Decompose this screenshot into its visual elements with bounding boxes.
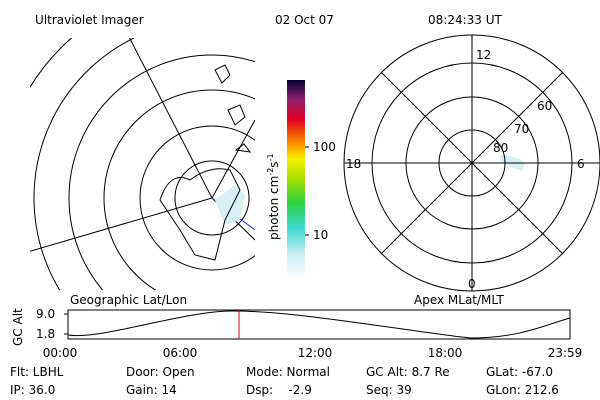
magnetic-polar-plot: [343, 34, 600, 292]
time-axis: 00:00 06:00 12:00 18:00 23:59: [43, 346, 583, 360]
colorbar: [287, 80, 305, 278]
title: Ultraviolet Imager: [35, 13, 144, 27]
date: 02 Oct 07: [275, 13, 334, 27]
mlt-label: 6: [577, 157, 585, 171]
status-field: GLat: -67.0: [486, 365, 553, 379]
status-field: Dsp: -2.9: [246, 383, 312, 397]
status-field: Gain: 14: [126, 383, 177, 397]
lat-label: 80: [493, 141, 508, 155]
altitude-tick: 1.8: [36, 327, 55, 341]
footer: Flt: LBHL Door: Open Mode: Normal GC Alt: 8…: [10, 365, 559, 397]
status-field: GLon: 212.6: [486, 383, 559, 397]
time-tick: 12:00: [298, 346, 333, 360]
time: 08:24:33 UT: [428, 13, 502, 27]
status-field: Seq: 39: [366, 383, 412, 397]
lat-label: 60: [537, 99, 552, 113]
mlt-label: 12: [476, 48, 491, 62]
status-field: Door: Open: [126, 365, 195, 379]
time-tick: 23:59: [548, 346, 583, 360]
mlt-label: 0: [468, 277, 476, 291]
colorbar-tick: 100: [313, 140, 336, 154]
status-field: IP: 36.0: [10, 383, 55, 397]
time-tick: 00:00: [43, 346, 78, 360]
altitude-plot: [64, 309, 571, 340]
colorbar-label: photon cm-2s-1: [266, 153, 281, 240]
lat-label: 70: [514, 122, 529, 136]
time-tick: 06:00: [163, 346, 198, 360]
status-field: GC Alt: 8.7 Re: [366, 365, 450, 379]
altitude-tick: 9.0: [36, 307, 55, 321]
colorbar-tick: 10: [313, 228, 328, 242]
status-field: Mode: Normal: [246, 365, 330, 379]
altitude-axis-label: GC Alt: [11, 308, 25, 346]
time-tick: 18:00: [428, 346, 463, 360]
geographic-map: [30, 38, 255, 290]
map-label: Geographic Lat/Lon: [70, 293, 187, 307]
polar-label: Apex MLat/MLT: [414, 293, 504, 307]
status-field: Flt: LBHL: [10, 365, 64, 379]
mlt-label: 18: [346, 157, 361, 171]
